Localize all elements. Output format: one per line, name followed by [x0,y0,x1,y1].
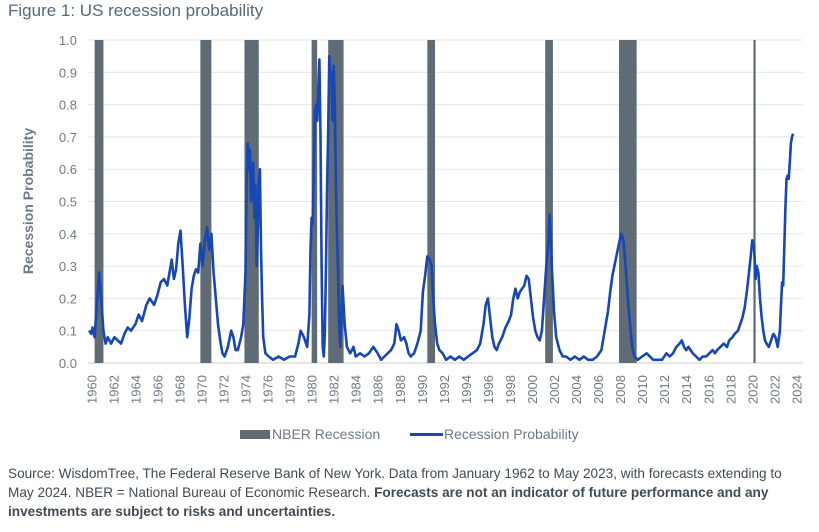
x-tick-label: 1974 [239,375,254,404]
x-tick-label: 2022 [767,375,782,404]
source-disclaimer: Forecasts are not an indicator of future… [8,485,769,519]
x-tick-label: 2000 [525,375,540,404]
x-tick-label: 1990 [415,375,430,404]
x-tick-label: 1988 [393,375,408,404]
recession-bar [200,40,212,363]
y-tick-labels: 0.0 0.1 0.2 0.3 0.4 0.5 0.6 0.7 0.8 0.9 1.0 [59,33,77,371]
y-tick-label: 1.0 [59,33,77,48]
y-tick-label: 0.5 [59,195,77,210]
y-axis-label: Recession Probability [20,128,36,274]
recession-probability-chart: 0.00.10.20.30.40.50.60.70.80.91.0 1960 19… [20,33,804,442]
x-tick-label: 1964 [128,375,143,404]
y-tick-label: 0.9 [59,65,77,80]
legend: NBER Recession Recession Probability [240,426,579,442]
x-tick-label: 2020 [745,375,760,404]
x-tick-label: 2014 [679,375,694,404]
x-tick-label: 2002 [547,375,562,404]
legend-probability-label: Recession Probability [444,426,579,442]
x-tick-label: 2010 [635,375,650,404]
probability-line-layer [88,54,795,362]
x-tick-label: 2006 [591,375,606,404]
x-tick-label: 1968 [172,375,187,404]
x-tick-label: 1962 [106,375,121,404]
legend-recession-swatch [240,430,270,439]
legend-recession-label: NBER Recession [272,426,380,442]
source-text: Source: WisdomTree, The Federal Reserve … [8,466,782,500]
x-tick-label: 1998 [503,375,518,404]
recession-bar [427,40,436,363]
x-tick-label: 2004 [569,375,584,404]
y-tick-label: 0.1 [59,324,77,339]
y-tick-label: 0.0 [59,356,77,371]
x-tick-label: 1984 [349,375,364,404]
recession-bar [545,40,553,363]
y-tick-label: 0.6 [59,162,77,177]
grid-lines [88,39,803,364]
x-tick-label: 1972 [217,375,232,404]
recession-bar [619,40,637,363]
figure-title: Figure 1: US recession probability [8,1,264,20]
x-tick-label: 1992 [437,375,452,404]
x-tick-label: 1996 [481,375,496,404]
x-tick-label: 2024 [789,375,804,404]
y-tick-label: 0.4 [59,227,77,242]
x-tick-label: 1970 [194,375,209,404]
y-tick-label: 0.2 [59,291,77,306]
x-tick-label: 1986 [371,375,386,404]
x-tick-label: 1976 [261,375,276,404]
x-tick-label: 2012 [657,375,672,404]
x-tick-label: 2016 [701,375,716,404]
x-tick-label: 2008 [613,375,628,404]
y-tick-label: 0.3 [59,259,77,274]
recession-bar [94,40,104,363]
x-tick-label: 1994 [459,375,474,404]
x-tick-label: 1978 [283,375,298,404]
x-tick-labels: 1960 1962 1964 1966 1968 1970 1972 1974 1976 1978… [84,375,804,404]
y-tick-label: 0.7 [59,130,77,145]
x-tick-label: 1982 [327,375,342,404]
probability-line [88,54,795,362]
x-tick-label: 1960 [84,375,99,404]
y-tick-label: 0.8 [59,98,77,113]
x-tick-label: 1966 [150,375,165,404]
x-tick-label: 1980 [305,375,320,404]
x-tick-label: 2018 [723,375,738,404]
source-note: Source: WisdomTree, The Federal Reserve … [8,464,808,521]
recession-bar [753,40,756,363]
